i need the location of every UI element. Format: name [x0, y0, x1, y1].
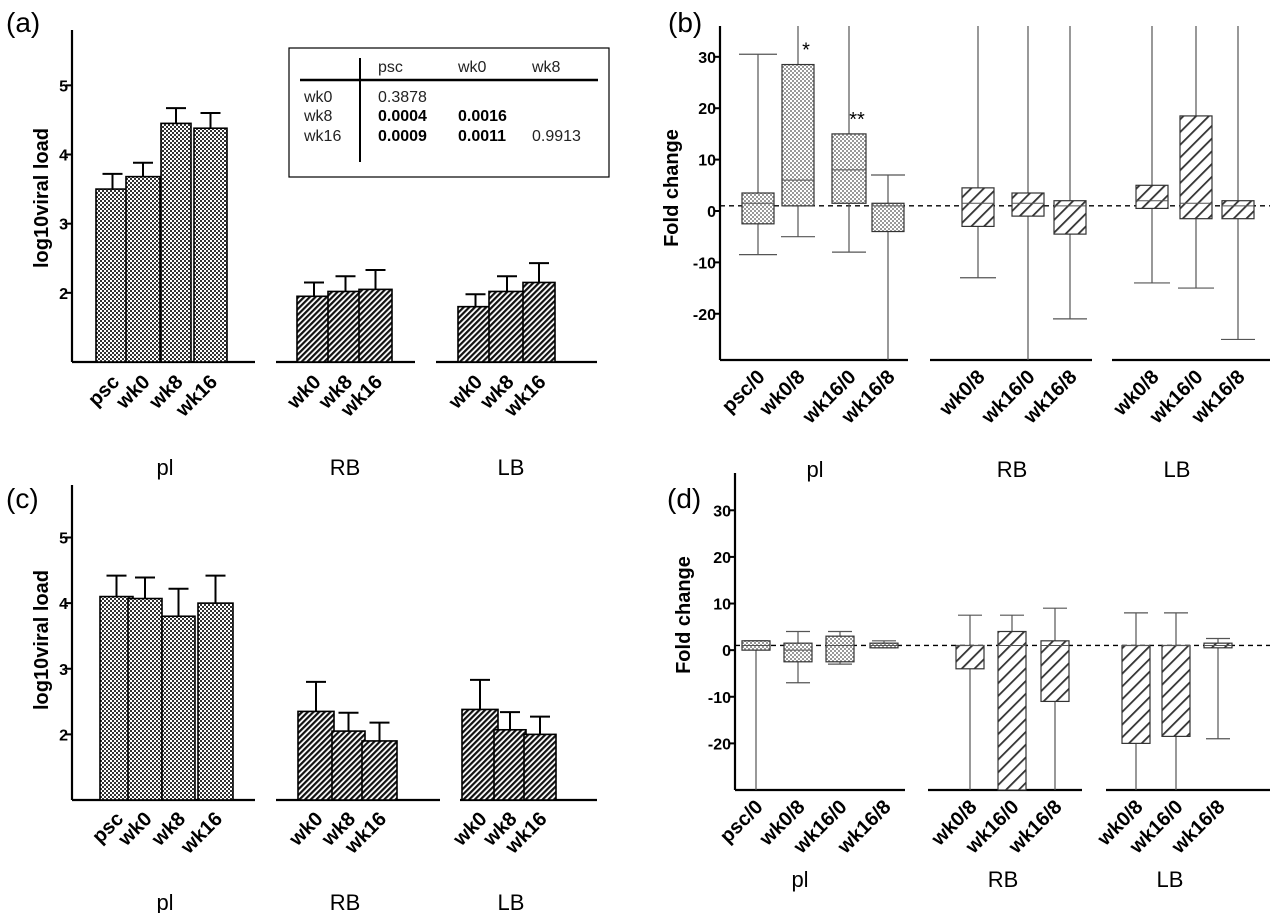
panel-c-category-label: wk0: [114, 808, 157, 851]
panel-a-category-label: wk0: [112, 371, 155, 414]
panel-c-category-label: wk16: [176, 808, 227, 859]
panel-a-bar: [358, 288, 393, 363]
panel-c-group-label: RB: [330, 890, 361, 913]
panel-a-bar: [160, 122, 192, 363]
panel-a-y-tick-label: 3: [59, 217, 68, 234]
panel-b-group-label: RB: [997, 457, 1028, 482]
panel-b-box: [1179, 115, 1213, 220]
inset-table-row-header: wk0: [303, 89, 333, 106]
panel-b-box: [831, 133, 867, 204]
panel-c-bar: [197, 602, 234, 801]
panel-d-y-tick-label: 20: [713, 550, 731, 567]
panel-b-y-tick-label: -20: [693, 307, 716, 324]
panel-c-y-tick-label: 4: [59, 596, 68, 613]
panel-d-y-tick-label: 0: [722, 643, 731, 660]
panel-d-y-axis-label: Fold change: [673, 556, 695, 674]
inset-table-cell: 0.0016: [458, 108, 507, 125]
panel-c-group-label: LB: [498, 890, 525, 913]
inset-table-col-header: psc: [378, 59, 403, 76]
panel-a-bar: [296, 295, 332, 363]
panel-b-y-axis-label: Fold change: [661, 129, 683, 247]
panel-b-box: [961, 187, 995, 228]
panel-a-bar: [522, 281, 556, 363]
panel-d-box: [955, 644, 985, 670]
panel-d-label: (d): [667, 483, 701, 514]
panel-b-y-tick-label: 0: [707, 204, 716, 221]
panel-b-significance-marker: *: [802, 40, 810, 62]
panel-b-box: [1221, 200, 1255, 220]
inset-table-col-header: wk8: [531, 59, 561, 76]
panel-c-y-tick-label: 5: [59, 531, 68, 548]
panel-c-category-label: wk0: [285, 808, 328, 851]
panel-d-y-tick-label: 10: [713, 597, 731, 614]
panel-c-bar: [297, 710, 335, 801]
panel-b-y-tick-label: -10: [693, 255, 716, 272]
panel-a-group-label: pl: [156, 455, 173, 480]
panel-b-label: (b): [668, 7, 702, 38]
inset-table-col-header: wk0: [457, 59, 487, 76]
panel-a-y-tick-label: 5: [59, 78, 68, 95]
inset-table-cell: 0.0011: [458, 128, 506, 145]
panel-a-y-axis-label: log10viral load: [31, 128, 53, 268]
panel-a-y-tick-label: 4: [59, 148, 68, 165]
panel-a-bar: [488, 290, 526, 363]
panel-a-group-label: RB: [330, 455, 361, 480]
panel-b-group-label: LB: [1164, 457, 1191, 482]
panel-c-bar: [127, 597, 163, 801]
panel-d-box: [825, 635, 855, 663]
panel-a-label: (a): [6, 7, 40, 38]
panel-c-bar: [331, 730, 366, 801]
panel-d-box: [1121, 644, 1151, 744]
panel-b-box: [1011, 192, 1045, 217]
panel-c-y-axis-label: log10viral load: [31, 570, 53, 710]
panel-d-box: [997, 630, 1027, 791]
panel-b-group-label: pl: [806, 457, 823, 482]
inset-table-frame: [288, 47, 610, 178]
panel-d-y-tick-label: -20: [708, 736, 731, 753]
panel-d-group-label: LB: [1157, 867, 1184, 892]
inset-table-row-header: wk8: [303, 108, 333, 125]
panel-b-y-tick-label: 10: [698, 153, 716, 170]
panel-d-y-tick-label: -10: [708, 690, 731, 707]
inset-table-cell: 0.3878: [378, 89, 427, 106]
panel-b-y-tick-label: 20: [698, 101, 716, 118]
panel-c-y-tick-label: 2: [59, 727, 68, 744]
panel-a-bar: [327, 290, 364, 363]
panel-b-box: [741, 192, 775, 225]
panel-b-box: [871, 202, 905, 233]
inset-table-row-header: wk16: [303, 128, 341, 145]
panel-a-group-label: LB: [498, 455, 525, 480]
panel-d-box: [783, 642, 813, 663]
panel-b-box: [781, 63, 815, 207]
panel-c-y-tick-label: 3: [59, 662, 68, 679]
inset-table-cell: 0.0004: [378, 108, 427, 125]
panel-b-y-tick-label: 30: [698, 50, 716, 67]
panel-c-bar: [461, 708, 499, 801]
panel-b-significance-marker: **: [849, 109, 865, 131]
panel-c-bar: [161, 615, 196, 801]
panel-a-bar: [457, 305, 494, 363]
panel-d-box: [1161, 644, 1191, 737]
panel-a-bar: [193, 127, 228, 363]
panel-d-y-tick-label: 30: [713, 503, 731, 520]
panel-c-bar: [523, 733, 557, 801]
panel-c-bar: [361, 740, 398, 801]
panel-b-box: [1135, 184, 1169, 210]
inset-table-cell: 0.0009: [378, 128, 427, 145]
panel-c-bar: [493, 728, 527, 801]
inset-table-cell: 0.9913: [532, 128, 581, 145]
panel-a-bar: [125, 175, 161, 363]
panel-a-y-tick-label: 2: [59, 286, 68, 303]
panel-a-bar: [95, 188, 130, 363]
panel-c-group-label: pl: [156, 890, 173, 913]
panel-d-group-label: pl: [791, 867, 808, 892]
panel-d-group-label: RB: [988, 867, 1019, 892]
panel-d-box: [1040, 640, 1070, 703]
panel-c-label: (c): [6, 483, 39, 514]
